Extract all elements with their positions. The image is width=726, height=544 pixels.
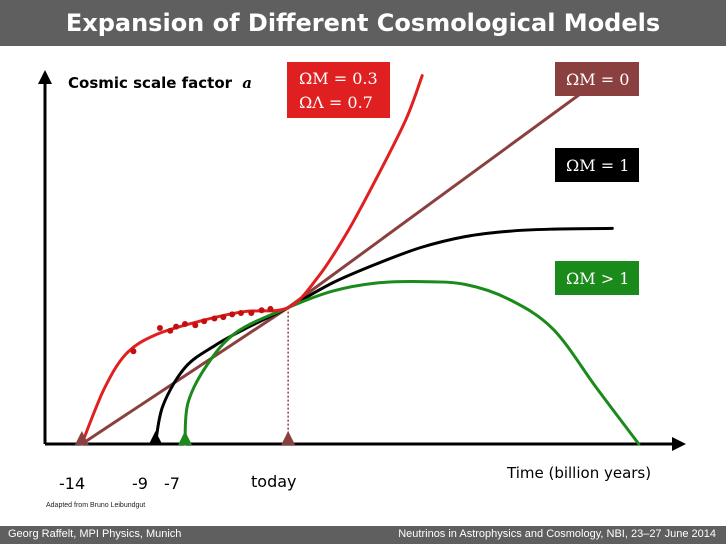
- x-axis-arrow: [672, 437, 686, 451]
- legend-omega-gt-one-line1: ΩM > 1: [566, 269, 629, 288]
- legend-omega-lambda: ΩM = 0.3 ΩΛ = 0.7: [287, 62, 390, 118]
- legend-omega-one-line1: ΩM = 1: [566, 156, 629, 175]
- y-axis-label-text: Cosmic scale factor: [68, 74, 233, 92]
- slide-title: Expansion of Different Cosmological Mode…: [0, 0, 726, 46]
- legend-omega-one: ΩM = 1: [555, 148, 639, 182]
- legend-omega-zero-line1: ΩM = 0: [566, 70, 629, 89]
- curve-omega-gt-one: [183, 280, 641, 446]
- curve-omega-lambda: [80, 74, 424, 446]
- axis-marker-0: [74, 431, 89, 445]
- supernova-point-8: [220, 314, 227, 321]
- supernova-point-4: [181, 320, 188, 327]
- axis-marker-3: [281, 431, 296, 445]
- supernova-point-9: [229, 311, 236, 318]
- footer-event: Neutrinos in Astrophysics and Cosmology,…: [398, 528, 716, 540]
- supernova-point-11: [248, 310, 255, 317]
- legend-omega-lambda-line2: ΩΛ = 0.7: [299, 93, 373, 112]
- legend-omega-gt-one: ΩM > 1: [555, 261, 639, 295]
- supernova-point-10: [237, 310, 244, 317]
- supernova-point-7: [211, 315, 218, 322]
- supernova-point-3: [173, 323, 180, 330]
- y-axis-arrow: [38, 70, 52, 84]
- axes: [38, 70, 686, 451]
- y-axis-label: Cosmic scale factor a: [68, 74, 252, 92]
- supernova-point-13: [267, 305, 274, 312]
- legend-box-omega-gt-one: [555, 261, 639, 295]
- footer-bar: Georg Raffelt, MPI Physics, Munich Neutr…: [0, 526, 726, 544]
- legend-omega-zero: ΩM = 0: [555, 62, 639, 96]
- legend-box-omega-lambda: [287, 62, 390, 118]
- x-tick-label-today: today: [251, 472, 297, 491]
- supernova-point-5: [192, 322, 199, 329]
- legend-box-omega-one: [555, 148, 639, 182]
- supernova-point-0: [130, 348, 137, 355]
- x-tick-label-minus9: -9: [132, 474, 148, 493]
- supernova-point-1: [156, 325, 163, 332]
- supernova-point-12: [258, 307, 265, 314]
- supernova-point-2: [167, 327, 174, 334]
- x-tick-label-minus7: -7: [164, 474, 180, 493]
- curve-omega-one: [154, 226, 614, 446]
- x-axis-label: Time (billion years): [506, 464, 651, 482]
- x-tick-label-minus14: -14: [59, 474, 85, 493]
- curve-omega-zero: [80, 90, 585, 446]
- legend-omega-lambda-line1: ΩM = 0.3: [299, 69, 378, 88]
- axis-marker-2: [177, 431, 192, 445]
- y-axis-label-symbol: a: [242, 74, 252, 92]
- axis-marker-1: [148, 431, 163, 445]
- legend-box-omega-zero: [555, 62, 639, 96]
- footer-author: Georg Raffelt, MPI Physics, Munich: [8, 528, 182, 540]
- credit-note: Adapted from Bruno Leibundgut: [46, 502, 146, 509]
- supernova-point-6: [201, 318, 208, 325]
